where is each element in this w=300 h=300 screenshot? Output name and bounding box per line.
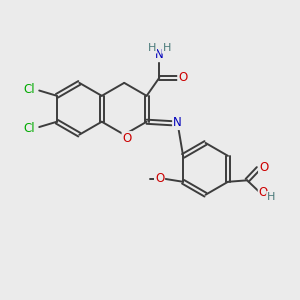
Text: methoxy: methoxy xyxy=(142,178,148,179)
Text: N: N xyxy=(173,116,182,129)
Text: Cl: Cl xyxy=(23,122,35,135)
Text: Cl: Cl xyxy=(23,82,35,95)
Text: H: H xyxy=(163,43,171,53)
Text: N: N xyxy=(155,48,164,61)
Text: H: H xyxy=(267,192,275,202)
Text: O: O xyxy=(259,160,268,174)
Text: O: O xyxy=(155,172,164,185)
Text: O: O xyxy=(122,132,132,145)
Text: O: O xyxy=(259,187,268,200)
Text: O: O xyxy=(178,71,188,84)
Text: H: H xyxy=(148,43,156,53)
